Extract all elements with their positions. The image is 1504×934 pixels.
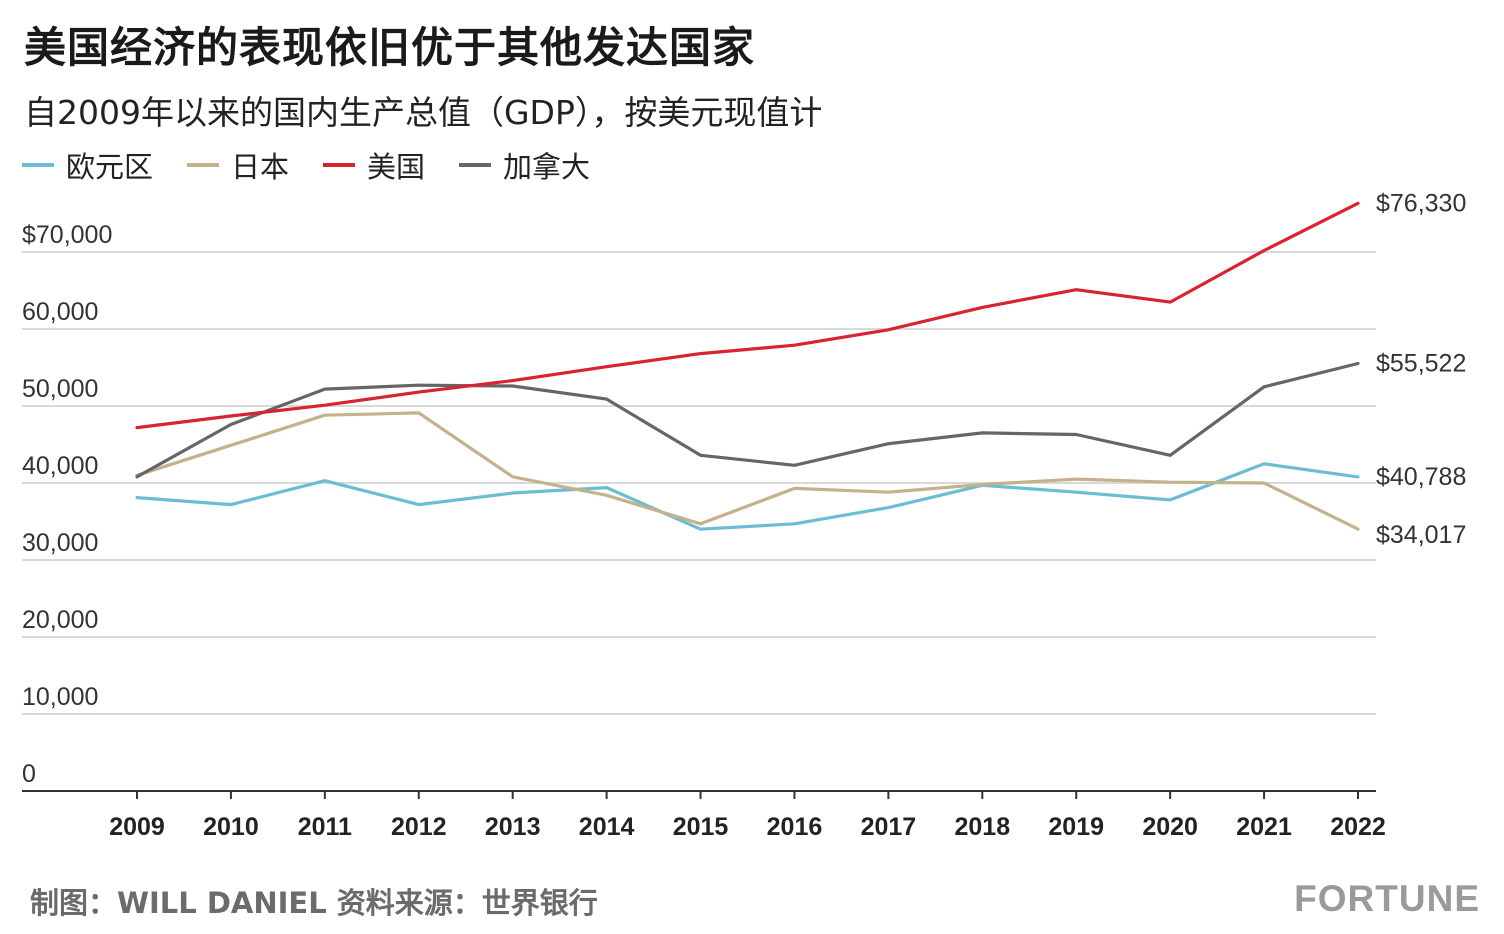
x-tick-label: 2020 bbox=[1142, 813, 1198, 841]
series-line-usa bbox=[135, 201, 1360, 430]
y-tick-label: 0 bbox=[22, 760, 36, 788]
series-line-canada bbox=[135, 361, 1360, 479]
end-label-usa: $76,330 bbox=[1376, 189, 1466, 217]
legend-item-eurozone: 欧元区 bbox=[22, 144, 153, 186]
y-tick-label: 10,000 bbox=[22, 683, 98, 711]
legend-swatch-japan bbox=[187, 163, 220, 167]
x-tick-label: 2010 bbox=[203, 813, 259, 841]
legend-label-canada: 加拿大 bbox=[503, 150, 591, 184]
x-tick-label: 2017 bbox=[861, 813, 917, 841]
end-label-eurozone: $40,788 bbox=[1376, 463, 1466, 491]
chart-title: 美国经济的表现依旧优于其他发达国家 bbox=[24, 23, 756, 72]
legend-swatch-usa bbox=[323, 163, 356, 167]
x-tick-label: 2013 bbox=[485, 813, 541, 841]
x-tick-label: 2012 bbox=[391, 813, 447, 841]
end-value-labels: $40,788 $34,017 $76,330 $55,522 bbox=[1376, 189, 1466, 549]
x-tick-label: 2014 bbox=[579, 813, 635, 841]
y-tick-label: 20,000 bbox=[22, 606, 98, 634]
series-line-japan bbox=[135, 411, 1360, 531]
end-label-canada: $55,522 bbox=[1376, 349, 1466, 377]
legend-item-canada: 加拿大 bbox=[459, 144, 590, 186]
y-tick-label: 60,000 bbox=[22, 298, 98, 326]
x-tick-label: 2018 bbox=[954, 813, 1010, 841]
fortune-logo: FORTUNE bbox=[1294, 878, 1480, 919]
legend-label-usa: 美国 bbox=[367, 150, 426, 184]
x-tick-label: 2021 bbox=[1236, 813, 1292, 841]
legend-label-japan: 日本 bbox=[231, 150, 290, 184]
end-label-japan: $34,017 bbox=[1376, 521, 1466, 549]
x-tick-label: 2019 bbox=[1048, 813, 1104, 841]
y-tick-label: 50,000 bbox=[22, 375, 98, 403]
chart-subtitle: 自2009年以来的国内生产总值（GDP），按美元现值计 bbox=[24, 93, 823, 132]
chart-legend: 欧元区 日本 美国 加拿大 bbox=[22, 145, 624, 185]
legend-item-japan: 日本 bbox=[187, 144, 289, 186]
legend-swatch-eurozone bbox=[22, 163, 54, 167]
y-tick-label: 30,000 bbox=[22, 529, 98, 557]
legend-swatch-canada bbox=[459, 163, 492, 167]
source-credit: 制图：WILL DANIEL 资料来源：世界银行 bbox=[30, 886, 598, 920]
y-axis-ticks: $70,000 60,000 50,000 40,000 30,000 20,000 10,… bbox=[22, 221, 112, 788]
x-tick-label: 2016 bbox=[767, 813, 823, 841]
y-tick-label: $70,000 bbox=[22, 221, 112, 249]
x-tick-label: 2022 bbox=[1330, 813, 1386, 841]
series-lines bbox=[135, 201, 1360, 531]
legend-item-usa: 美国 bbox=[323, 144, 425, 186]
x-tick-label: 2009 bbox=[109, 813, 165, 841]
x-tick-label: 2011 bbox=[298, 813, 352, 841]
legend-label-eurozone: 欧元区 bbox=[66, 150, 154, 184]
series-line-eurozone bbox=[135, 462, 1360, 531]
y-tick-label: 40,000 bbox=[22, 452, 98, 480]
x-axis-ticks: 2009 2010 2011 2012 2013 2014 2015 2016 2017 2018… bbox=[109, 791, 1386, 841]
x-tick-label: 2015 bbox=[673, 813, 729, 841]
